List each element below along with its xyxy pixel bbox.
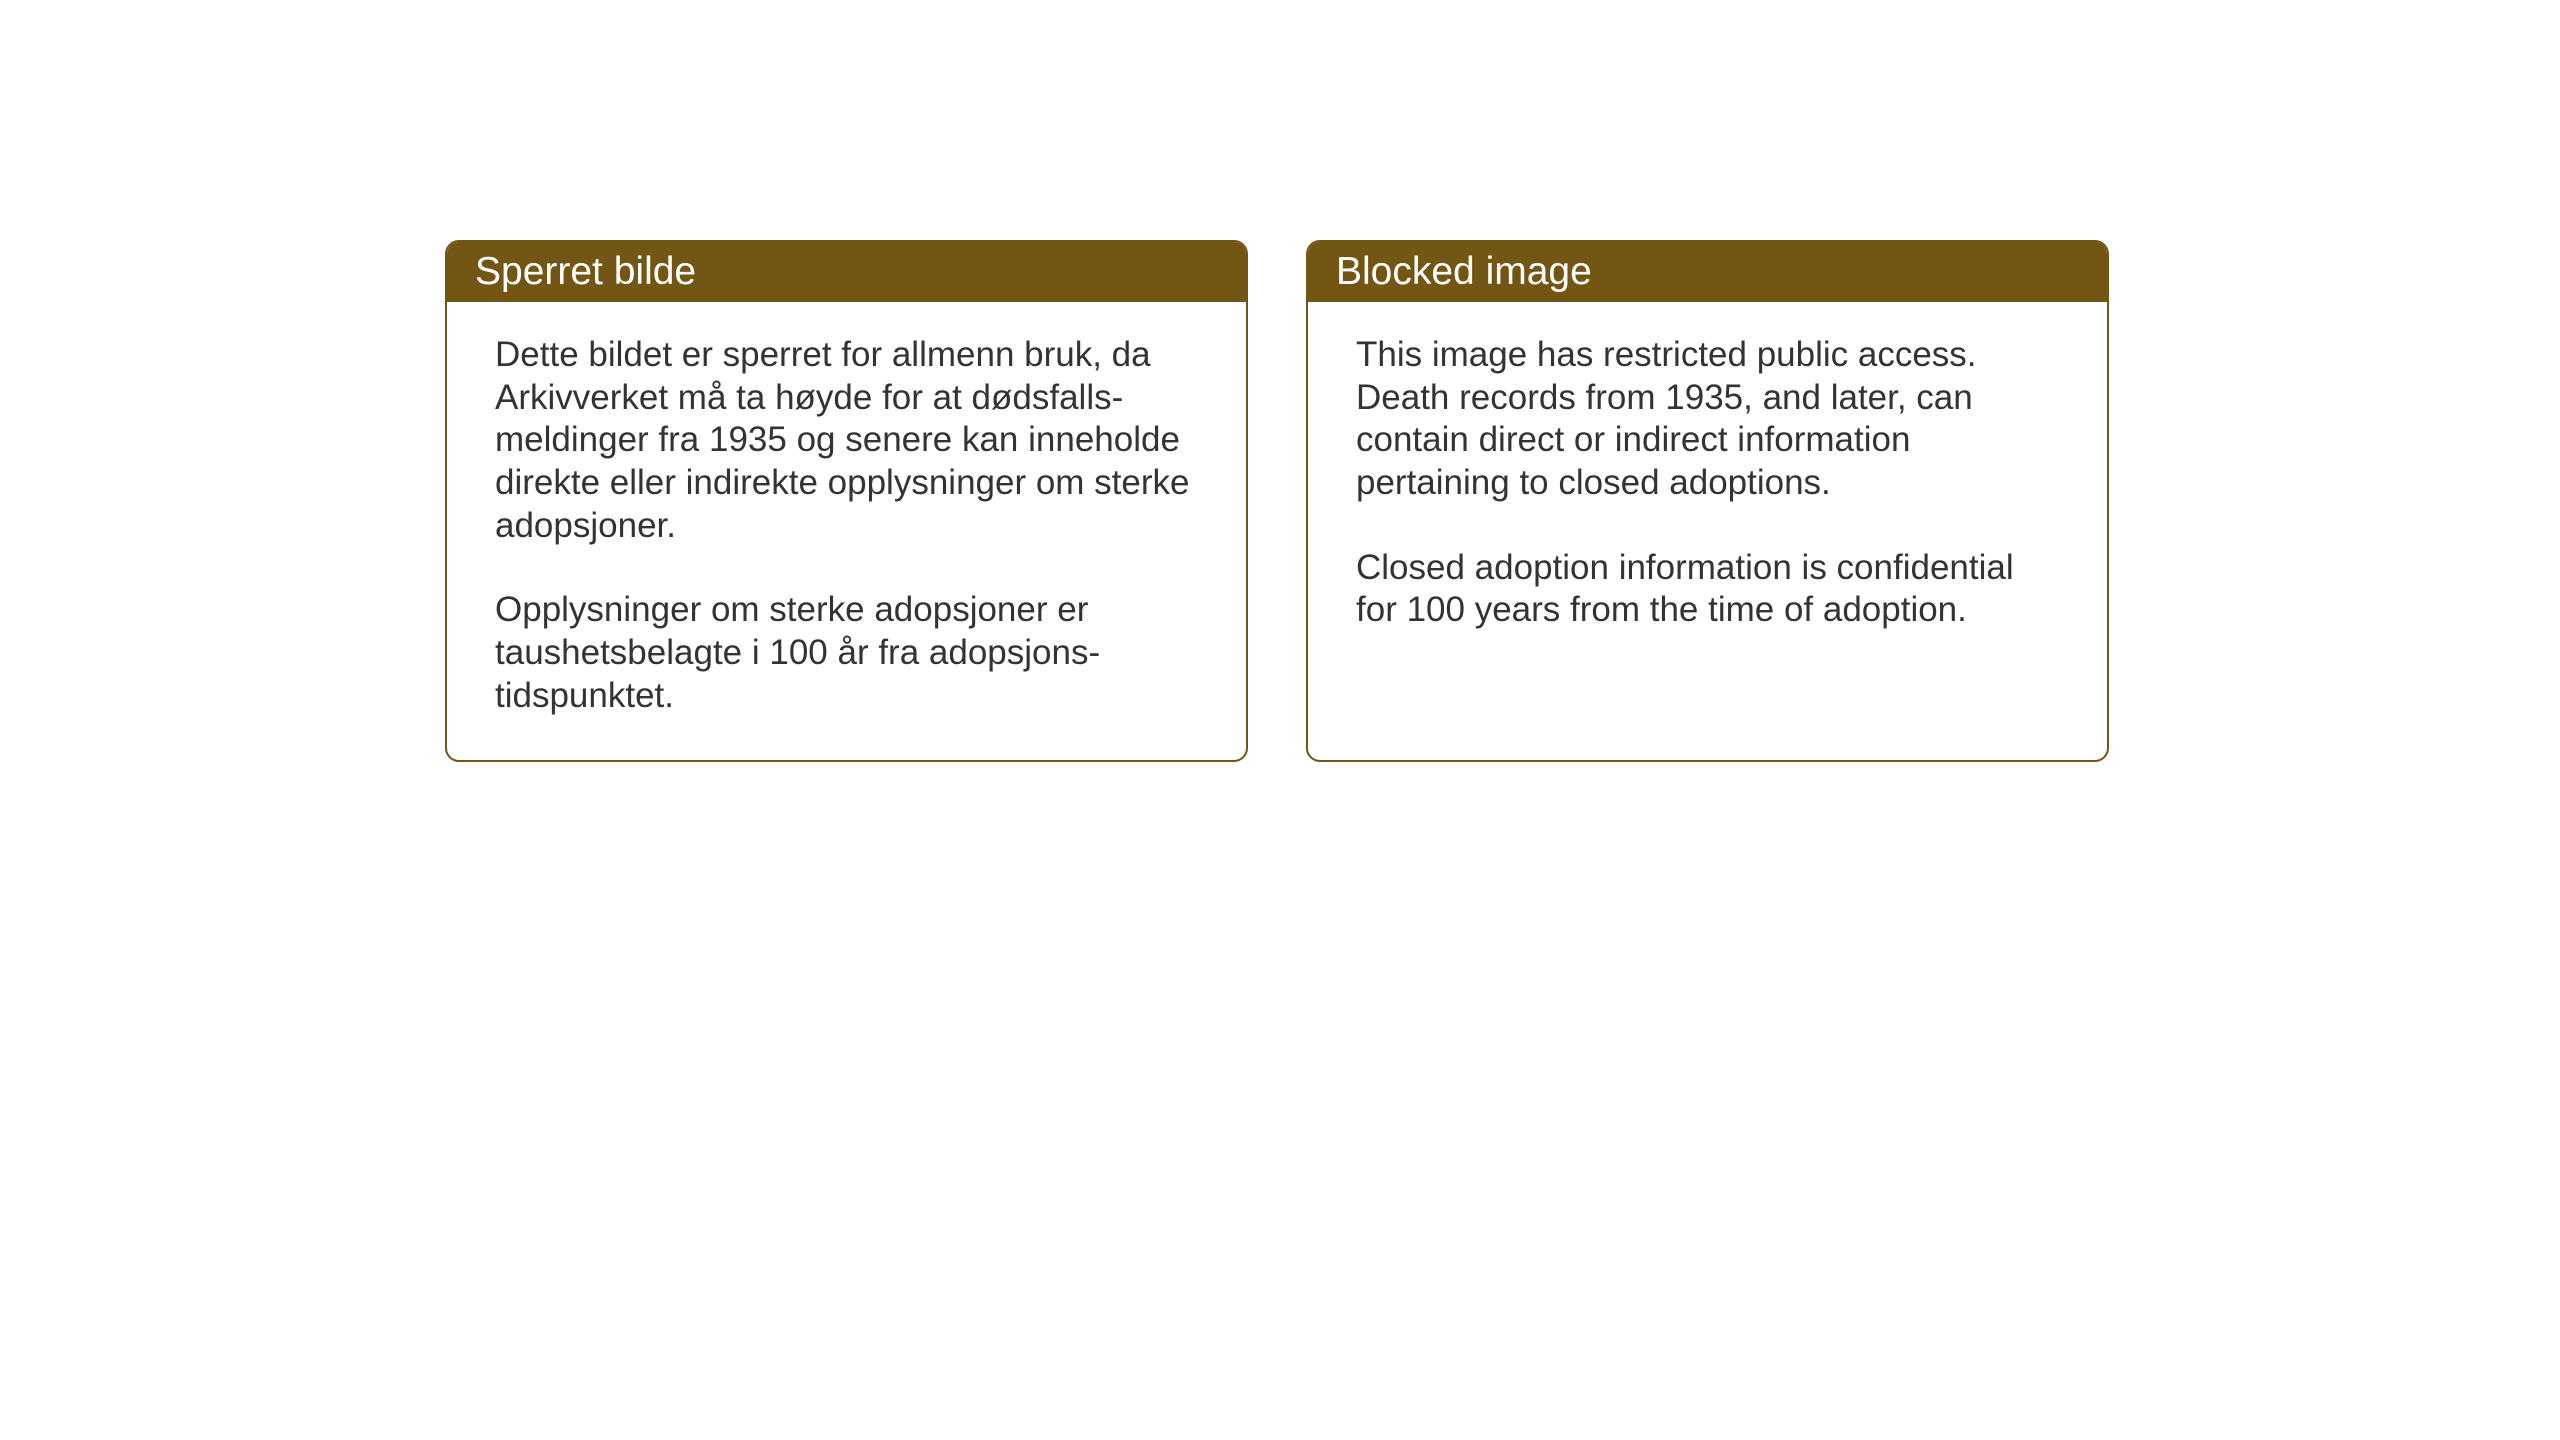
norwegian-notice-box: Sperret bilde Dette bildet er sperret fo… xyxy=(445,240,1248,762)
english-paragraph-2: Closed adoption information is confident… xyxy=(1356,547,2059,632)
norwegian-paragraph-1: Dette bildet er sperret for allmenn bruk… xyxy=(495,334,1198,547)
norwegian-notice-title: Sperret bilde xyxy=(475,250,696,293)
english-notice-box: Blocked image This image has restricted … xyxy=(1306,240,2109,762)
norwegian-notice-body: Dette bildet er sperret for allmenn bruk… xyxy=(447,302,1246,760)
notice-container: Sperret bilde Dette bildet er sperret fo… xyxy=(445,240,2109,762)
english-notice-body: This image has restricted public access.… xyxy=(1308,302,2107,674)
english-paragraph-1: This image has restricted public access.… xyxy=(1356,334,2059,505)
english-notice-title: Blocked image xyxy=(1336,250,1592,293)
english-notice-header: Blocked image xyxy=(1308,242,2107,302)
norwegian-notice-header: Sperret bilde xyxy=(447,242,1246,302)
norwegian-paragraph-2: Opplysninger om sterke adopsjoner er tau… xyxy=(495,589,1198,717)
